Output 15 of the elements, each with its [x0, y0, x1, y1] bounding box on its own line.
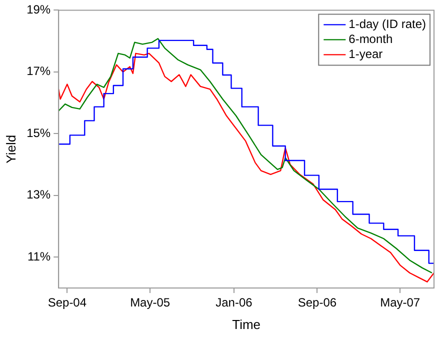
- x-axis-title: Time: [232, 316, 261, 332]
- x-tick-label: May-07: [380, 296, 420, 310]
- x-tick-label: Jan-06: [216, 296, 253, 310]
- y-tick-label: 17%: [26, 64, 51, 78]
- legend-label: 6-month: [348, 32, 393, 46]
- x-tick-label: Sep-06: [298, 296, 337, 310]
- x-tick-label: Sep-04: [48, 296, 87, 310]
- y-tick-label: 13%: [26, 188, 51, 202]
- y-axis-title: Yield: [3, 134, 18, 164]
- y-tick-label: 19%: [26, 2, 51, 17]
- y-tick-label: 11%: [27, 249, 51, 264]
- legend-label: 1-year: [348, 47, 383, 62]
- y-tick-label: 15%: [26, 126, 51, 140]
- x-tick-label: May-05: [130, 296, 170, 310]
- legend-label: 1-day (ID rate): [348, 17, 426, 32]
